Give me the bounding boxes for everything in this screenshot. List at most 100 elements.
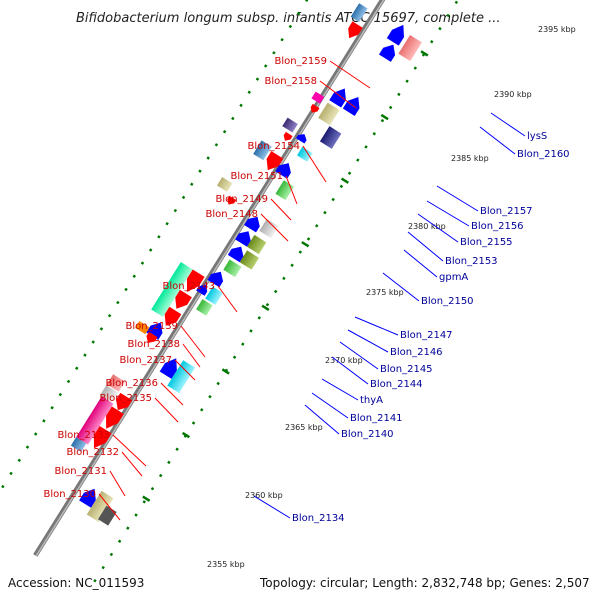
gene-feature <box>135 321 150 335</box>
genome-backbone-highlight <box>35 0 429 557</box>
gene-label-blon-2145[interactable]: Blon_2145 <box>380 364 433 375</box>
gene-label-blon-2147[interactable]: Blon_2147 <box>400 330 453 341</box>
gene-label-blon-2139[interactable]: Blon_2139 <box>125 321 178 332</box>
leader-line <box>321 378 359 401</box>
gene-label-blon-2151[interactable]: Blon_2151 <box>230 171 283 182</box>
gene-feature <box>310 103 320 113</box>
gene-label-blon-2135[interactable]: Blon_2135 <box>99 393 152 404</box>
leader-line <box>112 434 147 467</box>
gene-labels: 2395 kbp 2390 kbp 2385 kbp 2380 kbp 2375 kbp… <box>43 25 575 569</box>
gene-label-blon-2149[interactable]: Blon_2149 <box>215 194 268 205</box>
gene-label-blon-2155[interactable]: Blon_2155 <box>460 237 513 248</box>
gene-label-blon-2137[interactable]: Blon_2137 <box>119 355 172 366</box>
gene-feature <box>167 360 196 394</box>
gene-label-blon-2143[interactable]: Blon_2143 <box>162 281 215 292</box>
gene-feature <box>235 231 251 247</box>
kbp-2390-tick <box>420 50 429 57</box>
leader-line <box>407 231 444 262</box>
leader-line <box>302 145 327 183</box>
leader-line <box>180 325 206 358</box>
gene-label-gpma[interactable]: gpmA <box>439 272 468 283</box>
gene-feature <box>216 177 233 192</box>
leader-line <box>331 356 369 385</box>
gene-feature <box>76 396 114 445</box>
kbp-2365-tick <box>221 368 230 375</box>
gene-feature <box>196 299 213 316</box>
gene-feature <box>227 195 237 205</box>
gene-feature <box>318 102 340 126</box>
genome-backbone <box>33 0 430 557</box>
leader-line <box>417 213 459 243</box>
gene-label-blon-2136[interactable]: Blon_2136 <box>105 378 158 389</box>
gene-feature <box>275 163 291 179</box>
leader-line <box>329 60 371 89</box>
gene-label-thya[interactable]: thyA <box>360 395 383 406</box>
kbp-2360-label: 2360 kbp <box>245 491 283 500</box>
gene-feature <box>259 219 279 239</box>
accession-text: Accession: NC_011593 <box>8 576 144 590</box>
gene-feature <box>116 392 133 411</box>
gene-label-blon-2134[interactable]: Blon_2134 <box>292 513 345 524</box>
gene-label-lyss[interactable]: lysS <box>527 131 547 142</box>
kbp-2355-label: 2355 kbp <box>207 560 245 569</box>
gene-feature <box>378 44 396 62</box>
leader-line <box>339 341 379 370</box>
gene-feature <box>283 131 293 141</box>
map-title: Bifidobacterium longum subsp. infantis A… <box>76 11 501 26</box>
leader-line <box>426 200 470 227</box>
kbp-2355-tick <box>142 495 151 502</box>
kbp-2380-tick <box>340 177 350 184</box>
leader-line <box>490 112 526 137</box>
kbp-2365-label: 2365 kbp <box>285 423 323 432</box>
kbp-2360-tick <box>181 431 191 439</box>
gene-label-blon-2132[interactable]: Blon_2132 <box>66 447 119 458</box>
gene-feature <box>196 284 208 296</box>
gene-label-blon-2146[interactable]: Blon_2146 <box>390 347 443 358</box>
gene-feature <box>106 374 126 392</box>
gene-feature <box>164 306 182 326</box>
gene-label-blon-2157[interactable]: Blon_2157 <box>480 206 533 217</box>
leader-line <box>260 213 289 242</box>
kbp-2370-tick <box>261 304 270 312</box>
gene-label-blon-2141[interactable]: Blon_2141 <box>350 413 403 424</box>
gene-label-blon-2140[interactable]: Blon_2140 <box>341 429 394 440</box>
leader-line <box>154 397 179 423</box>
leader-line <box>285 175 298 205</box>
leader-line <box>174 359 196 381</box>
gene-label-blon-2131[interactable]: Blon_2131 <box>54 466 107 477</box>
kbp-2375-tick <box>301 241 310 248</box>
gene-feature <box>70 437 87 453</box>
gene-feature <box>348 21 363 39</box>
gene-label-blon-2133[interactable]: Blon_2133 <box>57 430 110 441</box>
gene-label-blon-2148[interactable]: Blon_2148 <box>205 209 258 220</box>
gene-label-blon-2160[interactable]: Blon_2160 <box>517 149 570 160</box>
gene-label-blon-2150[interactable]: Blon_2150 <box>421 296 474 307</box>
leader-line <box>217 285 238 313</box>
inner-dotted-ring <box>0 0 375 523</box>
gene-label-blon-2138[interactable]: Blon_2138 <box>127 339 180 350</box>
gene-feature <box>342 97 360 116</box>
gene-feature <box>205 286 223 305</box>
leader-line <box>270 198 292 221</box>
leader-line <box>109 470 126 497</box>
leader-line <box>311 392 349 419</box>
leader-line <box>347 329 389 353</box>
gene-label-blon-2159[interactable]: Blon_2159 <box>274 56 327 67</box>
gene-label-blon-2156[interactable]: Blon_2156 <box>471 221 524 232</box>
kbp-2385-label: 2385 kbp <box>451 154 489 163</box>
gene-label-blon-2144[interactable]: Blon_2144 <box>370 379 423 390</box>
gene-label-blon-2130[interactable]: Blon_2130 <box>43 489 96 500</box>
gene-feature <box>227 246 244 263</box>
gene-label-blon-2154[interactable]: Blon_2154 <box>247 141 300 152</box>
gene-feature <box>282 117 298 133</box>
gene-feature <box>99 385 119 403</box>
leader-line <box>436 185 479 212</box>
gene-feature <box>297 146 313 162</box>
gene-feature <box>207 271 224 288</box>
gene-label-blon-2158[interactable]: Blon_2158 <box>264 76 317 87</box>
gene-label-blon-2153[interactable]: Blon_2153 <box>445 256 498 267</box>
leader-line <box>121 451 143 477</box>
gene-feature <box>350 3 368 23</box>
gene-feature <box>93 425 112 449</box>
